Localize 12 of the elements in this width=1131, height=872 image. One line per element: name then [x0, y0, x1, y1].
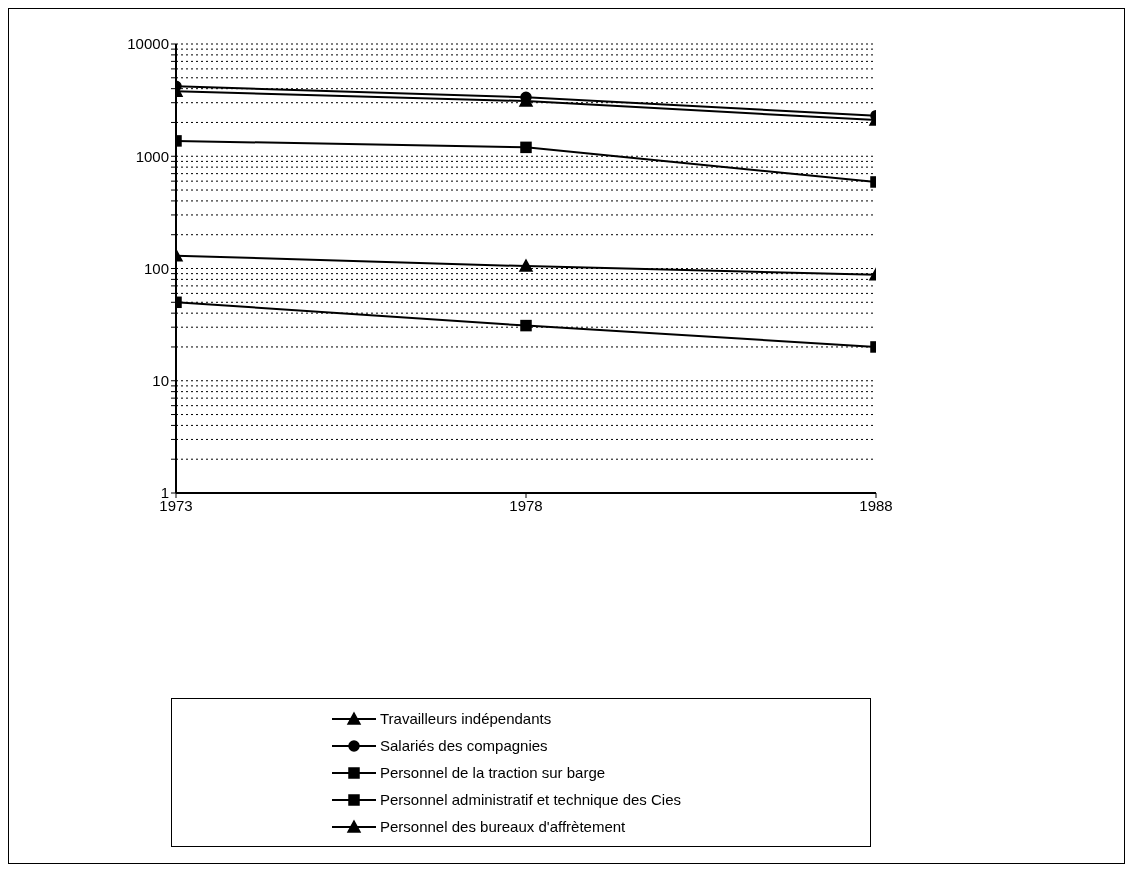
y-tick-label: 10000 [127, 35, 169, 53]
x-tick-label: 1978 [509, 496, 543, 514]
x-tick-label: 1988 [859, 496, 893, 514]
legend-label: Travailleurs indépendants [380, 710, 552, 727]
y-tick-label: 1000 [135, 147, 169, 165]
y-tick-label: 1 [160, 484, 169, 502]
legend-label: Personnel de la traction sur barge [380, 764, 606, 781]
legend-label: Personnel des bureaux d'affrètement [380, 818, 626, 835]
legend-label: Salariés des compagnies [380, 737, 548, 754]
y-tick-label: 10 [152, 372, 169, 390]
legend-label: Personnel administratif et technique des Cies [380, 791, 681, 808]
y-tick-label: 100 [143, 259, 169, 277]
